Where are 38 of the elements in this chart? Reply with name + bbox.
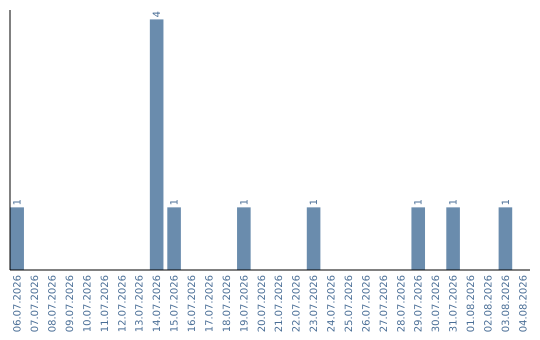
data-label: 1 (12, 198, 24, 206)
data-label: 4 (152, 11, 164, 18)
data-label: 1 (170, 198, 181, 206)
x-tick-label: 10.07.2026 (82, 275, 94, 332)
x-tick-label: 16.07.2026 (187, 275, 198, 332)
x-tick-label: 17.07.2026 (204, 275, 216, 332)
x-tick-label: 14.07.2026 (152, 275, 164, 332)
data-label: 1 (414, 198, 425, 206)
data-label: 1 (239, 198, 250, 206)
x-tick-label: 22.07.2026 (292, 275, 303, 332)
data-label: 1 (500, 198, 512, 206)
x-tick-label: 11.07.2026 (100, 275, 111, 332)
x-tick-label: 06.07.2026 (12, 275, 24, 332)
x-tick-label: 30.07.2026 (431, 275, 442, 332)
x-tick-label: 04.08.2026 (518, 275, 530, 332)
data-label: 1 (448, 198, 460, 206)
x-tick-label: 12.07.2026 (117, 275, 128, 332)
x-tick-label: 31.07.2026 (448, 275, 460, 332)
x-tick-label: 01.08.2026 (466, 275, 478, 332)
x-tick-label: 29.07.2026 (414, 275, 425, 332)
data-label: 1 (309, 198, 320, 206)
x-tick-label: 08.07.2026 (48, 275, 59, 332)
x-tick-label: 18.07.2026 (222, 275, 233, 332)
x-tick-label: 15.07.2026 (170, 275, 181, 332)
x-tick-label: 20.07.2026 (256, 275, 268, 332)
x-tick-label: 23.07.2026 (309, 275, 320, 332)
x-tick-label: 02.08.2026 (483, 275, 494, 332)
x-tick-label: 24.07.2026 (326, 275, 338, 332)
x-tick-label: 13.07.2026 (134, 275, 146, 332)
x-tick-label: 09.07.2026 (64, 275, 76, 332)
x-tick-label: 21.07.2026 (274, 275, 286, 332)
x-tick-label: 28.07.2026 (396, 275, 408, 332)
x-tick-label: 03.08.2026 (500, 275, 512, 332)
x-tick-label: 07.07.2026 (30, 275, 42, 332)
x-tick-label: 19.07.2026 (239, 275, 250, 332)
x-tick-label: 25.07.2026 (344, 275, 355, 332)
x-tick-label: 26.07.2026 (361, 275, 372, 332)
x-tick-label: 27.07.2026 (378, 275, 390, 332)
